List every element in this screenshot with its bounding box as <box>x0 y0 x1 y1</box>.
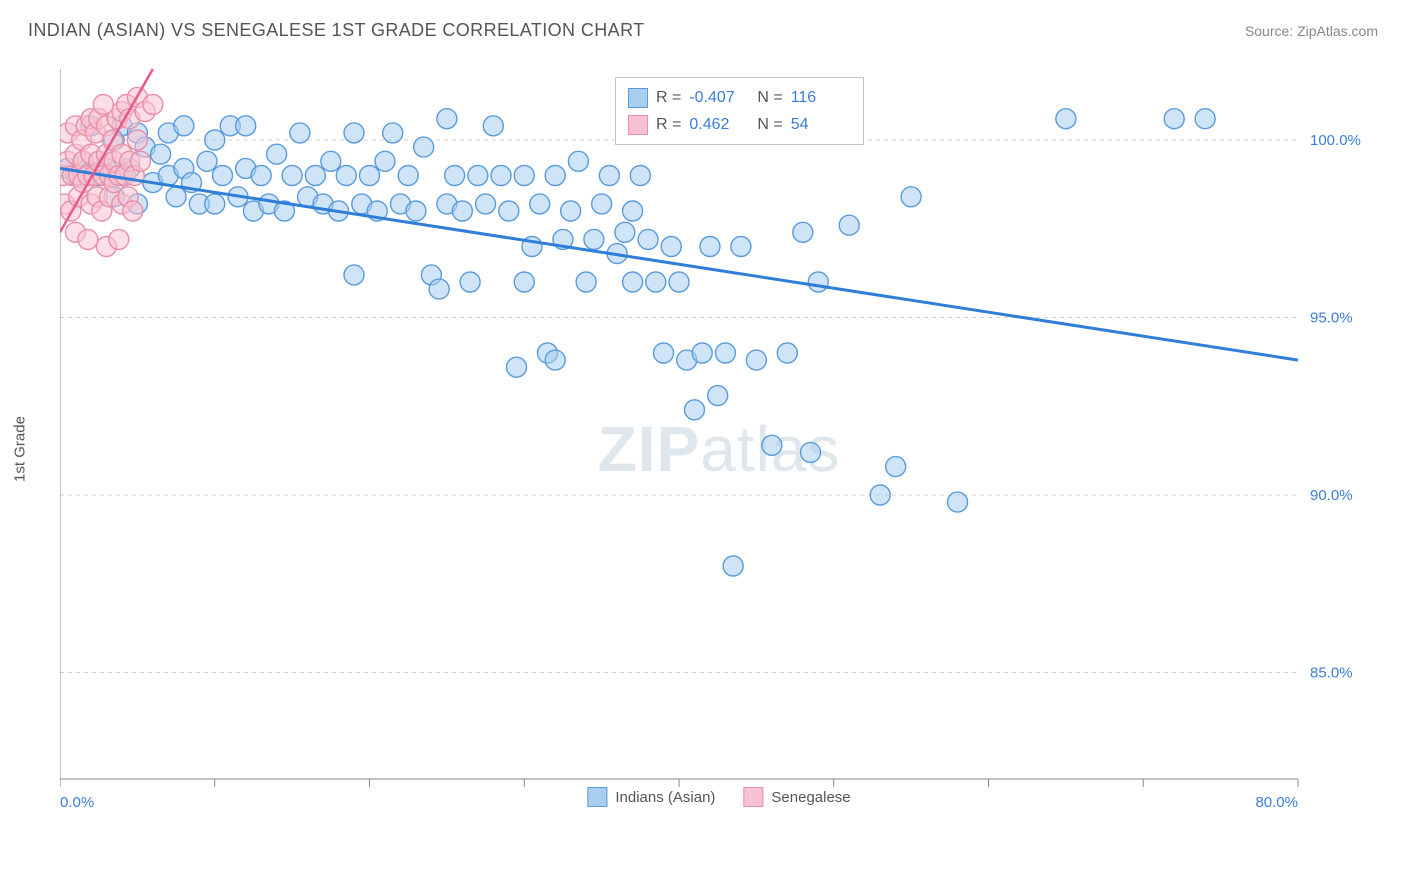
source-label: Source: ZipAtlas.com <box>1245 23 1378 39</box>
swatch-blue-icon <box>628 88 648 108</box>
chart-title: INDIAN (ASIAN) VS SENEGALESE 1ST GRADE C… <box>28 20 645 41</box>
r-label: R = <box>656 111 681 138</box>
legend-label-blue: Indians (Asian) <box>615 789 715 806</box>
svg-text:0.0%: 0.0% <box>60 794 94 811</box>
legend-stats-row-pink: R = 0.462 N = 54 <box>628 111 851 138</box>
legend-item-blue: Indians (Asian) <box>587 787 715 807</box>
r-value-blue: -0.407 <box>689 84 749 111</box>
svg-text:85.0%: 85.0% <box>1310 665 1353 682</box>
bottom-legend: Indians (Asian) Senegalese <box>587 787 850 807</box>
svg-text:95.0%: 95.0% <box>1310 310 1353 327</box>
scatter-plot: 85.0% 90.0% 95.0% 100.0% 0.0% 80.0% <box>60 59 1378 839</box>
y-axis-label: 1st Grade <box>12 416 29 482</box>
n-label: N = <box>757 84 782 111</box>
r-value-pink: 0.462 <box>689 111 749 138</box>
svg-text:80.0%: 80.0% <box>1255 794 1298 811</box>
swatch-pink-icon <box>628 115 648 135</box>
chart-area: 1st Grade ZIPatlas 85.0%90.0%95.0%100.0%… <box>60 59 1378 839</box>
legend-item-pink: Senegalese <box>743 787 850 807</box>
r-label: R = <box>656 84 681 111</box>
n-label: N = <box>757 111 782 138</box>
svg-text:90.0%: 90.0% <box>1310 487 1353 504</box>
swatch-pink-icon <box>743 787 763 807</box>
legend-stats-box: R = -0.407 N = 116 R = 0.462 N = 54 <box>615 77 864 145</box>
n-value-pink: 54 <box>791 111 851 138</box>
n-value-blue: 116 <box>791 84 851 111</box>
svg-text:100.0%: 100.0% <box>1310 132 1361 149</box>
swatch-blue-icon <box>587 787 607 807</box>
legend-stats-row-blue: R = -0.407 N = 116 <box>628 84 851 111</box>
legend-label-pink: Senegalese <box>771 789 850 806</box>
